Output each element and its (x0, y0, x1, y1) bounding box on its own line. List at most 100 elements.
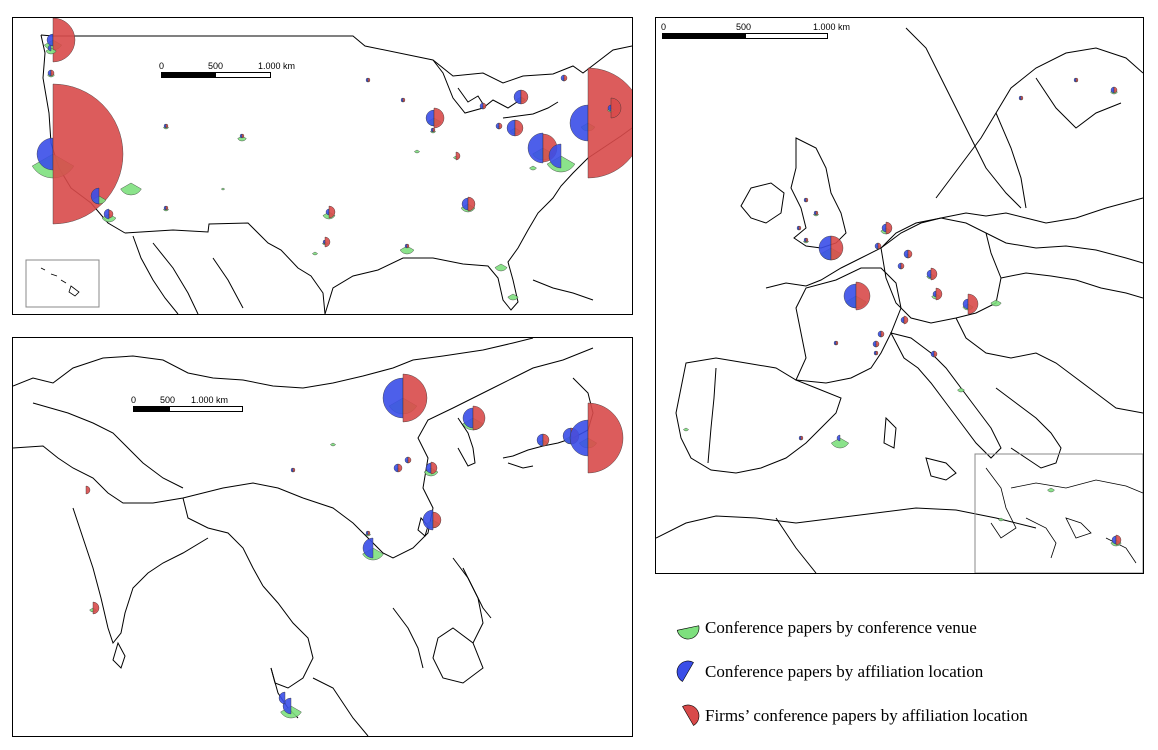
affiliation-symbol (163, 205, 167, 211)
firms-symbol (935, 287, 943, 301)
firms-symbol (482, 102, 487, 110)
scale-label-500: 500 (208, 61, 224, 71)
affiliation-symbol (365, 77, 369, 83)
scale-label-0: 0 (159, 61, 165, 71)
venue-symbol (120, 182, 142, 196)
affiliation-symbol (90, 187, 100, 205)
firms-symbol (798, 225, 802, 231)
affiliation-symbol (461, 197, 469, 211)
affiliation-symbol (103, 208, 110, 220)
venue-symbol (312, 251, 318, 256)
affiliation-symbol (536, 433, 544, 447)
affiliation-symbol (404, 243, 408, 249)
firms-symbol (830, 235, 844, 261)
firms-symbol (367, 77, 371, 83)
venue-symbol (957, 387, 965, 393)
firms-symbol (455, 151, 461, 161)
firms-symbol (432, 511, 442, 529)
firms-symbol (520, 89, 529, 105)
firms-symbol (397, 463, 403, 473)
affiliation-symbol (607, 104, 612, 112)
firms-symbol (165, 123, 169, 129)
firms-symbol (967, 293, 979, 315)
affiliation-symbol (362, 537, 374, 559)
affiliation-symbol (278, 691, 286, 705)
europe-map (656, 27, 1143, 573)
venue-symbol (683, 427, 689, 432)
firms-symbol (430, 461, 438, 475)
affiliation-symbol (495, 122, 500, 130)
scale-label-0: 0 (131, 395, 137, 405)
firms-symbol (907, 249, 913, 259)
hawaii-islands (40, 267, 80, 297)
affiliation-symbol (506, 119, 516, 137)
affiliation-symbol (843, 283, 857, 309)
venue-symbol (529, 165, 537, 171)
greece-cyprus-inset-frame (974, 453, 1143, 573)
affiliation-symbol (47, 69, 52, 77)
scale-label-500: 500 (736, 22, 752, 32)
affiliation-symbol (897, 262, 902, 270)
affiliation-symbol (803, 237, 807, 243)
scale-label-0: 0 (661, 22, 667, 32)
affiliation-symbol (1073, 77, 1077, 83)
firms-symbol (885, 221, 893, 235)
affiliation-symbol (322, 239, 326, 245)
firms-symbol (165, 205, 169, 211)
affiliation-symbol (877, 330, 882, 338)
affiliation-symbol (47, 44, 52, 52)
greece-inset-borders (985, 467, 1143, 564)
affiliation-symbol (796, 225, 800, 231)
affiliation-symbol (393, 463, 399, 473)
firms-symbol (610, 97, 622, 119)
affiliation-symbol (163, 123, 167, 129)
venue-symbol (998, 517, 1004, 522)
firms-symbol (514, 119, 524, 137)
affiliation-symbol (803, 197, 807, 203)
scale-label-1000: 1.000 km (813, 22, 851, 32)
affiliation-symbol (903, 249, 909, 259)
europe-scale-bar: 0 500 1.000 km (661, 22, 850, 39)
firms-symbol (406, 243, 410, 249)
firms-symbol (542, 433, 550, 447)
firms-symbol (498, 122, 503, 130)
legend-label-affiliation: Conference papers by affiliation locatio… (705, 662, 984, 681)
green-half-circle-icon (676, 625, 700, 640)
affiliation-symbol (425, 462, 432, 474)
legend-item-affiliation: Conference papers by affiliation locatio… (674, 650, 1028, 694)
affiliation-symbol (462, 407, 474, 429)
affiliation-symbol (400, 97, 404, 103)
affiliation-symbol (422, 509, 434, 531)
firms-symbol (328, 205, 336, 219)
affiliation-symbol (365, 530, 369, 536)
firms-symbol (52, 83, 124, 225)
affiliation-symbol (290, 467, 294, 473)
usa-map-panel: 0 500 1.000 km (12, 17, 633, 315)
affiliation-symbol (513, 89, 522, 105)
firms-symbol (432, 127, 436, 133)
firms-symbol (1020, 95, 1024, 101)
affiliation-symbol (1110, 86, 1115, 94)
affiliation-symbol (425, 109, 435, 127)
venue-symbol (831, 437, 849, 449)
firms-symbol (52, 18, 76, 63)
firms-symbol (587, 67, 632, 179)
venue-symbol (237, 135, 247, 142)
asia-map-panel: 0 500 1.000 km (12, 337, 633, 737)
usa-borders (40, 34, 632, 314)
firms-symbol (855, 281, 871, 311)
red-half-circle-icon (682, 704, 700, 726)
firms-symbol (800, 435, 804, 441)
affiliation-symbol (813, 210, 817, 216)
legend-label-venue: Conference papers by conference venue (705, 618, 977, 637)
europe-symbols (683, 77, 1122, 547)
affiliation-symbol (833, 340, 837, 346)
firms-symbol (367, 530, 371, 536)
firms-symbol (930, 267, 938, 281)
firms-symbol (433, 107, 445, 129)
affiliation-symbol (562, 427, 572, 445)
asia-borders (13, 338, 594, 736)
affiliation-symbol (836, 434, 841, 442)
firms-symbol (402, 97, 406, 103)
venue-symbol (507, 293, 519, 301)
